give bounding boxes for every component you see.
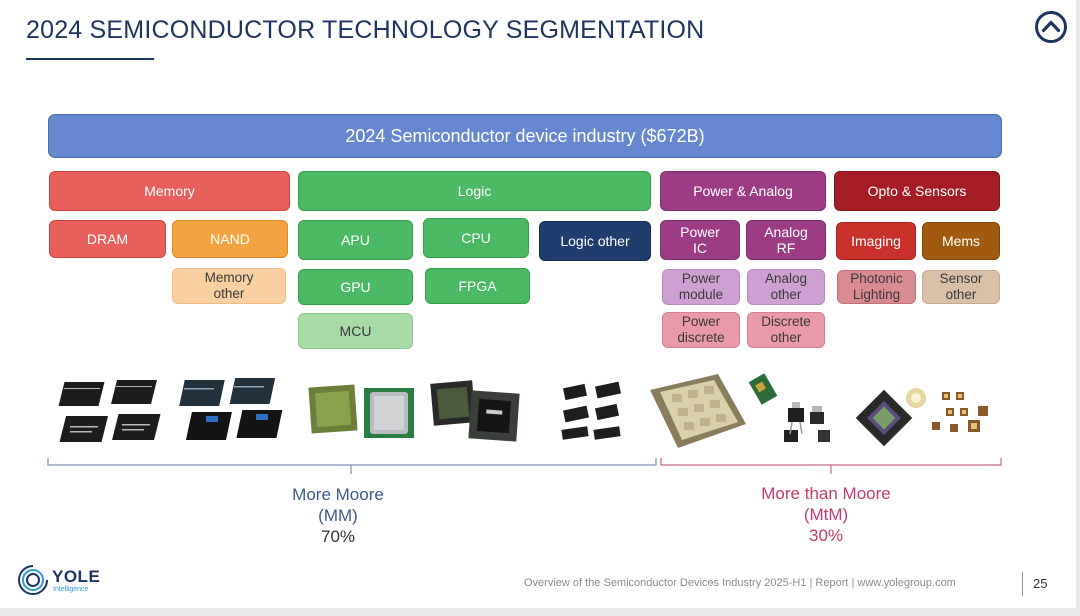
- more-moore-brace: [47, 458, 657, 474]
- segment-cpu: CPU: [423, 218, 529, 258]
- category-memory: Memory: [49, 171, 290, 211]
- discrete-components-image: [748, 373, 830, 442]
- segment-dram: DRAM: [49, 220, 166, 258]
- segment-apu: APU: [298, 220, 413, 260]
- page-number: 25: [1033, 576, 1048, 591]
- segment-mems: Mems: [922, 222, 1000, 260]
- mcu-chips-image: [561, 381, 621, 440]
- dram-chips-image: [58, 380, 161, 442]
- segment-fpga: FPGA: [425, 268, 530, 304]
- segment-gpu: GPU: [298, 269, 413, 305]
- segment-power-ic: Power IC: [660, 220, 740, 260]
- power-module-image: [650, 374, 746, 448]
- more-moore-abbr: (MM): [318, 506, 358, 525]
- segment-analog-rf: Analog RF: [746, 220, 826, 260]
- segment-analog-other: Analog other: [747, 269, 825, 305]
- more-moore-share: 70%: [320, 527, 356, 546]
- yole-logo-icon: [18, 564, 49, 595]
- segment-nand: NAND: [172, 220, 288, 258]
- segment-mcu: MCU: [298, 313, 413, 349]
- segment-power-discrete: Power discrete: [662, 312, 740, 348]
- more-than-moore-name: More than Moore: [761, 484, 891, 503]
- more-than-moore-brace: [660, 458, 1002, 474]
- title-underline: [26, 58, 154, 60]
- segment-memory-other: Memory other: [172, 268, 286, 304]
- footer-text: Overview of the Semiconductor Devices In…: [524, 577, 956, 589]
- more-than-moore-abbr: (MtM): [803, 505, 849, 524]
- segment-discrete-other: Discrete other: [747, 312, 825, 348]
- more-than-moore-share: 30%: [808, 526, 844, 545]
- more-than-moore-label: More than Moore (MtM) 30%: [730, 483, 922, 546]
- gpu-fpga-chips-image: [430, 380, 520, 442]
- logo-text: YOLE: [52, 567, 101, 586]
- more-moore-name: More Moore: [292, 485, 384, 504]
- segment-photonic-lighting: Photonic Lighting: [837, 270, 916, 304]
- category-logic: Logic: [298, 171, 651, 211]
- footer-separator: [1022, 572, 1023, 596]
- page-title: 2024 SEMICONDUCTOR TECHNOLOGY SEGMENTATI…: [26, 16, 705, 44]
- category-power-analog: Power & Analog: [660, 171, 826, 211]
- more-moore-label: More Moore (MM) 70%: [258, 484, 418, 547]
- led-components-image: [906, 388, 988, 432]
- segment-sensor-other: Sensor other: [922, 270, 1000, 304]
- cpu-chips-image: [308, 384, 414, 438]
- industry-box: 2024 Semiconductor device industry ($672…: [48, 114, 1002, 158]
- nand-chips-image: [179, 378, 283, 440]
- category-opto-sensors: Opto & Sensors: [834, 171, 1000, 211]
- segment-power-module: Power module: [662, 269, 740, 305]
- segment-imaging: Imaging: [836, 222, 916, 260]
- logo-subtext: Intelligence: [53, 586, 89, 593]
- segment-logic-other: Logic other: [539, 221, 651, 261]
- up-chevron-icon[interactable]: [1034, 10, 1068, 44]
- image-sensor-image: [855, 390, 913, 447]
